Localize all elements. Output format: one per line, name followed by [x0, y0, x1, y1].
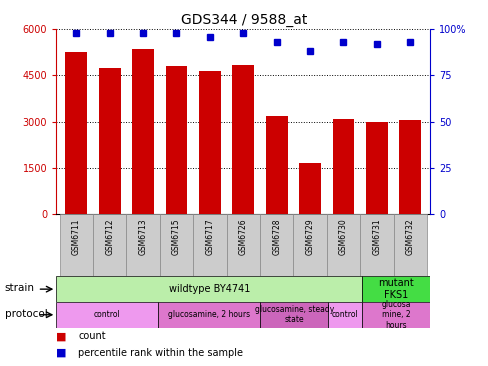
Bar [93, 214, 126, 276]
Text: GSM6715: GSM6715 [172, 219, 181, 255]
Text: GSM6728: GSM6728 [272, 219, 281, 255]
Text: GSM6731: GSM6731 [372, 219, 381, 255]
Bar [293, 214, 326, 276]
Bar [199, 71, 220, 214]
Text: control: control [94, 310, 121, 319]
Bar [260, 214, 293, 276]
Text: mutant
FKS1: mutant FKS1 [378, 278, 413, 300]
Text: GSM6726: GSM6726 [238, 219, 247, 255]
Text: GDS344 / 9588_at: GDS344 / 9588_at [181, 13, 307, 27]
Bar [393, 214, 426, 276]
Bar [362, 276, 429, 302]
Bar [399, 120, 420, 214]
Bar [332, 119, 354, 214]
Bar [65, 52, 87, 214]
Bar [60, 214, 93, 276]
Text: control: control [331, 310, 358, 319]
Bar [360, 214, 393, 276]
Bar [193, 214, 226, 276]
Bar [99, 68, 120, 214]
Text: GSM6717: GSM6717 [205, 219, 214, 255]
Text: strain: strain [5, 283, 35, 293]
Text: wildtype BY4741: wildtype BY4741 [168, 284, 249, 294]
Text: GSM6732: GSM6732 [405, 219, 414, 255]
Bar [265, 116, 287, 214]
Bar [56, 276, 362, 302]
Bar [326, 214, 360, 276]
Bar [126, 214, 160, 276]
Text: glucosamine, steady
state: glucosamine, steady state [254, 305, 333, 325]
Bar [165, 66, 187, 214]
Bar [327, 302, 362, 328]
Text: glucosa
mine, 2
hours: glucosa mine, 2 hours [381, 300, 410, 330]
Text: count: count [78, 331, 105, 341]
Text: protocol: protocol [5, 309, 47, 319]
Bar [56, 302, 158, 328]
Bar [160, 214, 193, 276]
Bar [232, 65, 254, 214]
Text: ■: ■ [56, 331, 66, 341]
Text: GSM6729: GSM6729 [305, 219, 314, 255]
Text: percentile rank within the sample: percentile rank within the sample [78, 348, 243, 358]
Bar [260, 302, 327, 328]
Text: GSM6712: GSM6712 [105, 219, 114, 255]
Bar [299, 163, 320, 214]
Text: GSM6713: GSM6713 [138, 219, 147, 255]
Bar [226, 214, 260, 276]
Bar [366, 122, 387, 214]
Bar [362, 302, 429, 328]
Text: GSM6711: GSM6711 [72, 219, 81, 255]
Bar [158, 302, 260, 328]
Bar [132, 49, 154, 214]
Text: ■: ■ [56, 348, 66, 358]
Text: glucosamine, 2 hours: glucosamine, 2 hours [168, 310, 250, 319]
Text: GSM6730: GSM6730 [338, 219, 347, 255]
